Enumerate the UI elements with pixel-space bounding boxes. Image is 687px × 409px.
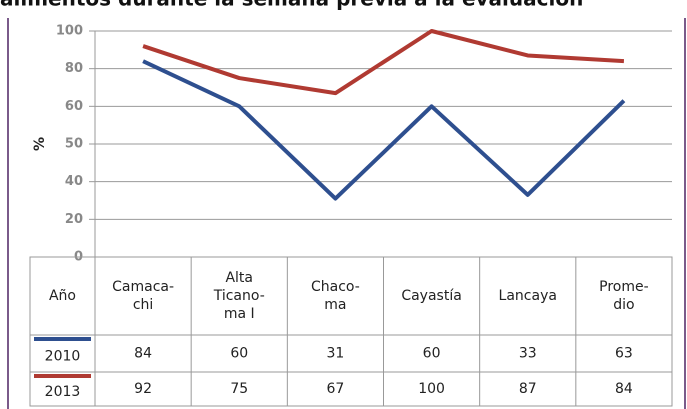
category-line: Ticano- — [213, 288, 265, 304]
y-tick-label: 50 — [65, 137, 83, 152]
category-line: ma — [324, 297, 346, 313]
table-value: 33 — [519, 346, 537, 362]
y-tick-label: 20 — [65, 212, 83, 227]
y-tick-label: 100 — [56, 24, 83, 39]
table-value: 84 — [134, 346, 152, 362]
category-line: Lancaya — [499, 288, 557, 304]
table-row — [29, 371, 673, 407]
category-line: Cayastía — [401, 288, 461, 304]
legend-label: 2013 — [45, 384, 81, 400]
table-value: 75 — [230, 381, 248, 397]
y-axis-label: % — [32, 137, 48, 151]
series-line — [142, 29, 625, 96]
table-value: 100 — [418, 381, 445, 397]
category-label: Alta Ticano-ma I — [213, 270, 265, 322]
category-line: Prome- — [599, 279, 649, 295]
table-value: 63 — [615, 346, 633, 362]
table-value: 60 — [230, 346, 248, 362]
category-line: chi — [133, 297, 153, 313]
legend-label: 2010 — [45, 349, 81, 365]
table-value: 84 — [615, 381, 633, 397]
table-header: Año — [49, 288, 76, 304]
category-line: dio — [613, 297, 634, 313]
category-line: Chaco- — [311, 279, 360, 295]
table-value: 87 — [519, 381, 537, 397]
category-label: Camaca-chi — [112, 279, 174, 313]
table-value: 31 — [327, 346, 345, 362]
chart-title: alimentos durante la semana previa a la … — [0, 0, 583, 11]
series-line — [142, 59, 626, 201]
category-line: ma I — [224, 306, 255, 322]
y-tick-label: 60 — [65, 99, 83, 114]
category-label: Cayastía — [401, 288, 461, 304]
category-label: Prome-dio — [599, 279, 649, 313]
category-label: Lancaya — [499, 288, 557, 304]
category-line: Camaca- — [112, 279, 174, 295]
table-value: 67 — [327, 381, 345, 397]
y-tick-label: 40 — [65, 174, 83, 189]
category-line: Alta — [225, 270, 253, 286]
table-value: 92 — [134, 381, 152, 397]
y-tick-label: 80 — [65, 61, 83, 76]
category-label: Chaco-ma — [311, 279, 360, 313]
table-value: 60 — [423, 346, 441, 362]
